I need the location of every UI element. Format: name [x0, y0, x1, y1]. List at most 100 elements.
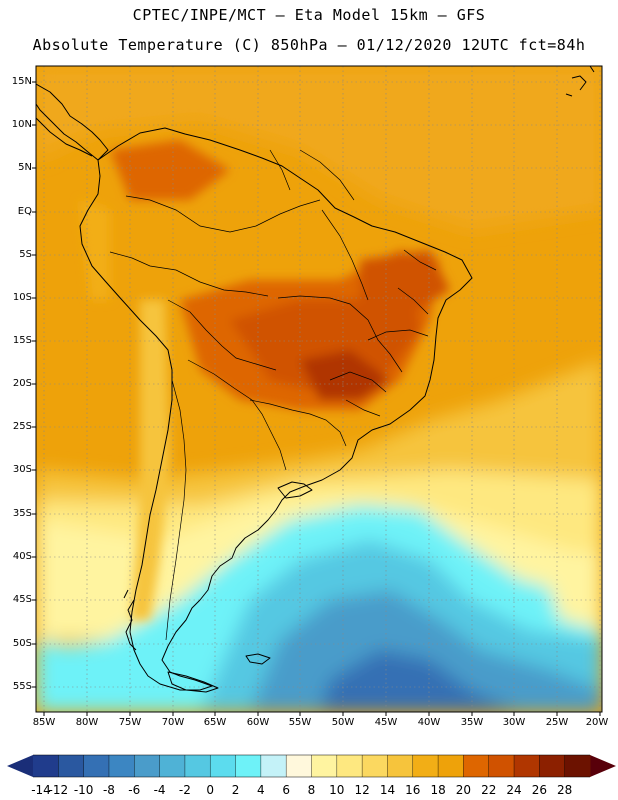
colorbar-label: -4 [153, 783, 166, 797]
lon-label-35w: 35W [460, 717, 484, 728]
colorbar-label: -6 [128, 783, 141, 797]
colorbar-label: 10 [329, 783, 345, 797]
colorbar-swatch [235, 755, 262, 777]
country-borders [109, 149, 437, 641]
colorbar-arrow-low [7, 755, 33, 777]
colorbar-swatch [286, 755, 312, 777]
field-hot-core [230, 280, 420, 395]
colorbar-swatch [159, 755, 186, 777]
colorbar-label: 0 [206, 783, 215, 797]
colorbar-label: 2 [231, 783, 240, 797]
chart-title-line-2: Absolute Temperature (C) 850hPa – 01/12/… [32, 36, 586, 54]
falkland-islands [245, 653, 271, 665]
lat-label-30s: 30S [12, 464, 32, 475]
tierra-del-fuego [167, 671, 219, 693]
field-north-andes [80, 200, 110, 300]
axis-ticks [32, 81, 601, 716]
colorbar-swatch [514, 755, 540, 777]
lat-label-10n: 10N [11, 119, 32, 130]
colorbar-swatch [488, 755, 515, 777]
colorbar-label: 26 [531, 783, 547, 797]
south-america-coastline [79, 127, 473, 691]
lon-label-60w: 60W [246, 717, 270, 728]
colorbar-swatch [564, 755, 591, 777]
lon-label-40w: 40W [417, 717, 441, 728]
lon-label-65w: 65W [203, 717, 227, 728]
colorbar [7, 754, 616, 778]
field-hottest-core [300, 350, 390, 400]
field-andes-strip [130, 300, 170, 620]
coastlines [36, 66, 595, 693]
chart-title-line-1: CPTEC/INPE/MCT – Eta Model 15km – GFS [132, 6, 486, 24]
colorbar-label: -14 [31, 783, 51, 797]
lon-label-20w: 20W [585, 717, 609, 728]
colorbar-label: 6 [282, 783, 290, 797]
colorbar-arrow-high [590, 755, 616, 777]
colorbar-label: -12 [48, 783, 69, 797]
lon-label-45w: 45W [374, 717, 398, 728]
colorbar-swatch [412, 755, 439, 777]
field-se-warm [540, 550, 602, 630]
lat-label-5s: 5S [19, 249, 32, 260]
lat-label-15s: 15S [12, 335, 32, 346]
lat-label-50s: 50S [12, 638, 32, 649]
field-sw-cold [36, 640, 120, 712]
rio-de-la-plata [277, 481, 313, 499]
colorbar-swatch [108, 755, 135, 777]
colorbar-label: 8 [307, 783, 316, 797]
caribbean-islands [565, 66, 595, 97]
colorbar-swatch [33, 755, 59, 777]
lon-label-70w: 70W [161, 717, 185, 728]
colorbar-swatch [539, 755, 566, 777]
colorbar-label: 16 [405, 783, 421, 797]
lat-label-35s: 35S [12, 508, 32, 519]
colorbar-label: 4 [257, 783, 265, 797]
lat-label-45s: 45S [12, 594, 32, 605]
lon-label-80w: 80W [75, 717, 99, 728]
lat-label-15n: 15N [11, 76, 32, 87]
colorbar-label: 24 [506, 783, 522, 797]
colorbar-swatch [311, 755, 338, 777]
central-america-coastline [36, 83, 109, 161]
map-frame [35, 65, 603, 713]
lon-label-30w: 30W [502, 717, 526, 728]
lat-label-40s: 40S [12, 551, 32, 562]
temperature-field [36, 66, 602, 712]
field-warm-north [110, 140, 230, 200]
field-warm-northeast [360, 250, 450, 320]
colorbar-swatch [184, 755, 211, 777]
colorbar-swatch [260, 755, 287, 777]
lat-label-eq: EQ [17, 206, 32, 217]
colorbar-label: 14 [379, 783, 396, 797]
lon-label-55w: 55W [288, 717, 312, 728]
lat-label-10s: 10S [12, 292, 32, 303]
colorbar-label: 28 [557, 783, 573, 797]
colorbar-label: 12 [354, 783, 370, 797]
colorbar-label: 22 [481, 783, 497, 797]
colorbar-swatch [83, 755, 110, 777]
central-america-coast-2 [36, 117, 93, 157]
chile-archipelago [123, 589, 137, 651]
colorbar-swatch [58, 755, 85, 777]
colorbar-label: -8 [102, 783, 115, 797]
colorbar-swatch [362, 755, 388, 777]
colorbar-swatch [134, 755, 161, 777]
colorbar-label: 20 [455, 783, 472, 797]
lon-label-85w: 85W [32, 717, 56, 728]
field-north-band [36, 66, 602, 230]
lat-label-5n: 5N [18, 162, 32, 173]
lon-label-25w: 25W [545, 717, 569, 728]
lon-label-50w: 50W [331, 717, 355, 728]
lat-label-20s: 20S [12, 378, 32, 389]
lat-label-55s: 55S [12, 681, 32, 692]
colorbar-swatch [387, 755, 414, 777]
colorbar-label: -10 [73, 783, 94, 797]
colorbar-swatch [463, 755, 490, 777]
colorbar-swatch [210, 755, 237, 777]
colorbar-label: 18 [430, 783, 446, 797]
lat-label-25s: 25S [12, 421, 32, 432]
colorbar-label: -2 [178, 783, 191, 797]
colorbar-swatch [336, 755, 363, 777]
lon-label-75w: 75W [118, 717, 142, 728]
